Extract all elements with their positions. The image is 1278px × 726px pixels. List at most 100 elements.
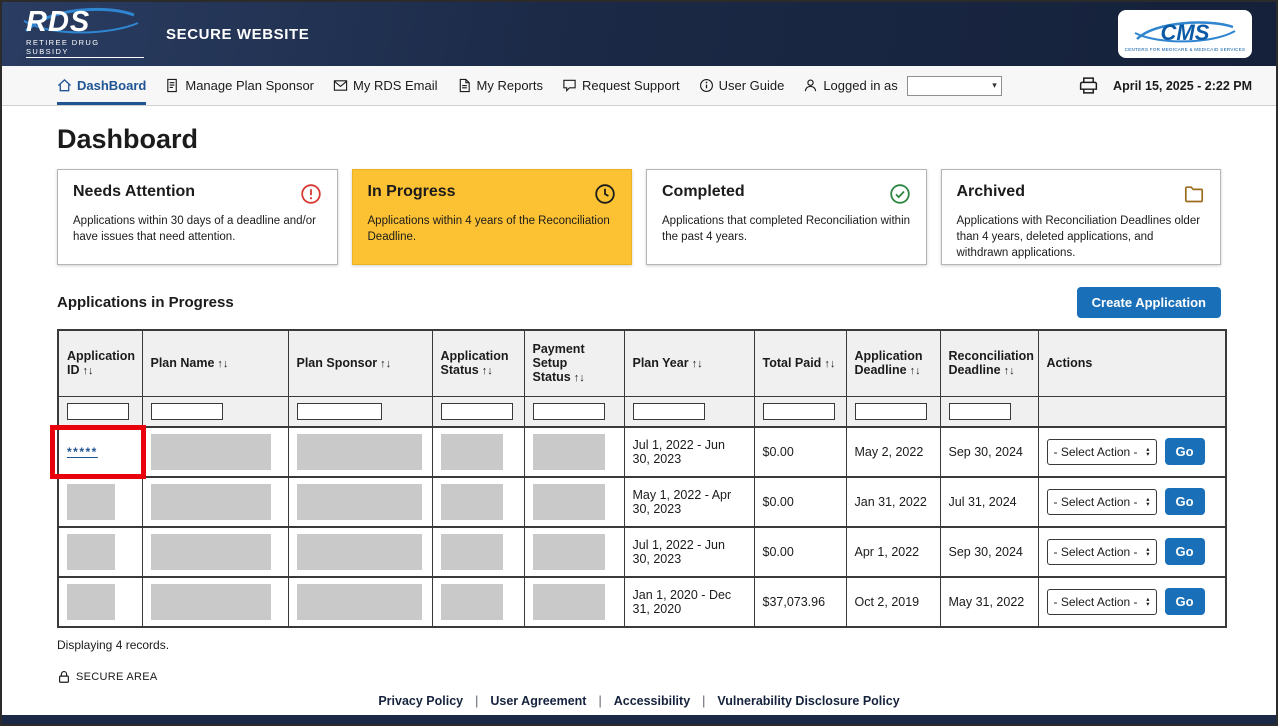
action-select[interactable]: - Select Action - ▴▾ [1047,539,1157,565]
go-button[interactable]: Go [1165,438,1205,465]
rds-logo: RDS RETIREE DRUG SUBSIDY [26,9,144,59]
footer: Privacy Policy | User Agreement | Access… [2,687,1276,724]
nav-label: Logged in as [823,78,897,93]
nav-item-dashboard[interactable]: DashBoard [57,66,146,105]
col-reconciliation-deadline[interactable]: Reconciliation Deadline↑↓ [940,330,1038,396]
col-total-paid[interactable]: Total Paid↑↓ [754,330,846,396]
col-payment-setup-status[interactable]: Payment Setup Status↑↓ [524,330,624,396]
action-select[interactable]: - Select Action - ▴▾ [1047,489,1157,515]
filter-plan-name[interactable] [151,403,223,420]
secure-area-label: SECURE AREA [57,670,1221,684]
filter-application-id[interactable] [67,403,129,420]
card-title: Needs Attention [73,183,195,201]
nav-item-my-rds-email[interactable]: My RDS Email [333,66,438,105]
support-icon [562,78,577,93]
filter-plan-sponsor[interactable] [297,403,382,420]
info-icon [699,78,714,93]
filter-total-paid[interactable] [763,403,835,420]
go-button[interactable]: Go [1165,488,1205,515]
reconciliation-deadline-cell: Sep 30, 2024 [940,427,1038,477]
footer-separator: | [475,694,478,708]
sort-icon: ↑↓ [217,358,228,370]
redacted-application-id [67,534,115,570]
card-description: Applications that completed Reconciliati… [662,213,911,245]
redacted-payment-setup-status [533,534,605,570]
nav-item-user-guide[interactable]: User Guide [699,66,785,105]
filter-payment-setup-status[interactable] [533,403,605,420]
col-plan-name[interactable]: Plan Name↑↓ [142,330,288,396]
plan-year-cell: Jan 1, 2020 - Dec 31, 2020 [624,577,754,627]
sort-icon: ↑↓ [574,372,585,384]
sort-icon: ↑↓ [824,358,835,370]
footer-separator: | [702,694,705,708]
footer-separator: | [598,694,601,708]
sort-icon: ↑↓ [83,365,94,377]
select-arrows-icon: ▴▾ [1146,497,1149,507]
redacted-payment-setup-status [533,484,605,520]
page-title: Dashboard [57,124,1221,155]
actions-cell: - Select Action - ▴▾ Go [1038,477,1226,527]
go-button[interactable]: Go [1165,588,1205,615]
filter-application-status[interactable] [441,403,513,420]
create-application-button[interactable]: Create Application [1077,287,1221,318]
nav-item-request-support[interactable]: Request Support [562,66,680,105]
action-select[interactable]: - Select Action - ▴▾ [1047,439,1157,465]
redacted-application-status [441,434,503,470]
nav-item-manage-plan-sponsor[interactable]: Manage Plan Sponsor [165,66,314,105]
redacted-plan-sponsor [297,434,422,470]
footer-link-vulnerability-disclosure-policy[interactable]: Vulnerability Disclosure Policy [717,694,899,708]
card-description: Applications within 30 days of a deadlin… [73,213,322,245]
filter-application-deadline[interactable] [855,403,927,420]
redacted-plan-sponsor [297,484,422,520]
svg-text:CMS: CMS [1161,20,1210,45]
logged-in-user-select[interactable]: ▾ [907,76,1002,96]
footer-link-accessibility[interactable]: Accessibility [614,694,690,708]
go-button[interactable]: Go [1165,538,1205,565]
check-circle-icon [889,183,911,205]
col-application-deadline[interactable]: Application Deadline↑↓ [846,330,940,396]
plan-year-cell: Jul 1, 2022 - Jun 30, 2023 [624,527,754,577]
folder-icon [1183,183,1205,205]
col-application-status[interactable]: Application Status↑↓ [432,330,524,396]
table-row: ***** Jul 1, 2022 - Jun 30, 2023 $0.00 M… [58,427,1226,477]
application-id-link[interactable]: ***** [67,445,98,459]
sort-icon: ↑↓ [380,358,391,370]
reconciliation-deadline-cell: Jul 31, 2024 [940,477,1038,527]
footer-link-privacy-policy[interactable]: Privacy Policy [378,694,463,708]
alert-icon [300,183,322,205]
section-title: Applications in Progress [57,294,234,311]
table-header-row: Application ID↑↓ Plan Name↑↓ Plan Sponso… [58,330,1226,396]
card-archived[interactable]: Archived Applications with Reconciliatio… [941,169,1222,265]
actions-cell: - Select Action - ▴▾ Go [1038,577,1226,627]
card-description: Applications with Reconciliation Deadlin… [957,213,1206,261]
sort-icon: ↑↓ [692,358,703,370]
redacted-payment-setup-status [533,584,605,620]
record-count: Displaying 4 records. [57,638,1221,652]
select-arrows-icon: ▴▾ [1146,597,1149,607]
applications-table: Application ID↑↓ Plan Name↑↓ Plan Sponso… [57,329,1227,628]
nav-item-my-reports[interactable]: My Reports [457,66,543,105]
footer-link-user-agreement[interactable]: User Agreement [490,694,586,708]
col-application-id[interactable]: Application ID↑↓ [58,330,142,396]
col-plan-sponsor[interactable]: Plan Sponsor↑↓ [288,330,432,396]
clock-icon [594,183,616,205]
printer-icon[interactable] [1078,75,1099,96]
card-needs-attention[interactable]: Needs Attention Applications within 30 d… [57,169,338,265]
nav-label: Manage Plan Sponsor [185,78,314,93]
filter-reconciliation-deadline[interactable] [949,403,1011,420]
status-cards: Needs Attention Applications within 30 d… [57,169,1221,265]
chevron-down-icon: ▾ [992,80,997,91]
col-plan-year[interactable]: Plan Year↑↓ [624,330,754,396]
main-content: Dashboard Needs Attention Applications w… [2,124,1276,684]
lock-icon [57,670,71,684]
redacted-application-id [67,584,115,620]
filter-plan-year[interactable] [633,403,705,420]
action-select[interactable]: - Select Action - ▴▾ [1047,589,1157,615]
rds-brand-text: RDS [26,9,144,36]
card-completed[interactable]: Completed Applications that completed Re… [646,169,927,265]
sort-icon: ↑↓ [482,365,493,377]
application-id-cell: ***** [58,427,142,477]
redacted-application-status [441,484,503,520]
card-in-progress[interactable]: In Progress Applications within 4 years … [352,169,633,265]
main-nav: DashBoard Manage Plan Sponsor My RDS Ema… [2,66,1276,106]
